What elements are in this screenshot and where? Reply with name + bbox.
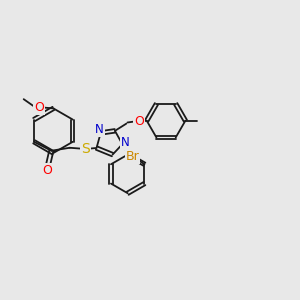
Text: N: N [95,123,103,136]
Text: O: O [43,164,52,178]
Text: S: S [81,142,90,156]
Text: N: N [121,136,130,149]
Text: O: O [34,101,44,114]
Text: O: O [134,115,144,128]
Text: Br: Br [126,150,140,163]
